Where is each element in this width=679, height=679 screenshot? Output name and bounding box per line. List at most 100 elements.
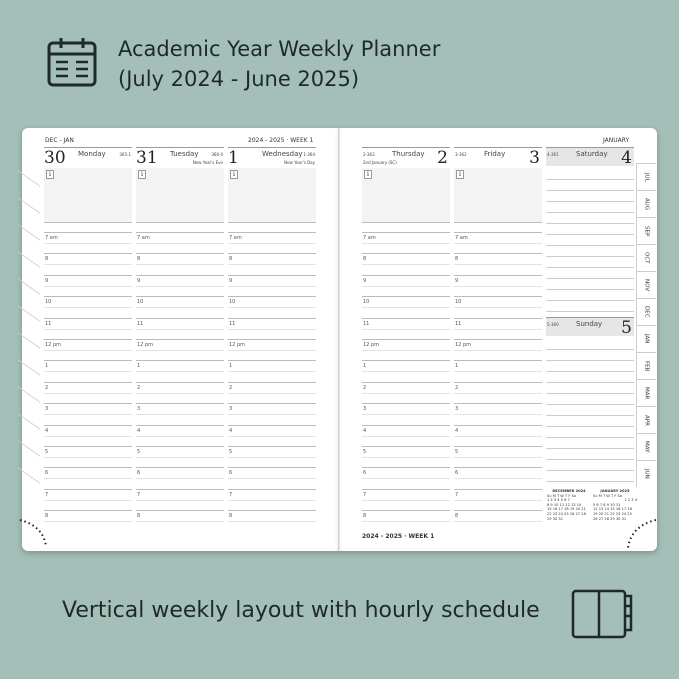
- info-box[interactable]: i: [136, 168, 224, 223]
- info-box[interactable]: i: [228, 168, 316, 223]
- tab-feb[interactable]: FEB: [636, 352, 656, 379]
- hour-row[interactable]: 9: [136, 274, 224, 296]
- hour-row[interactable]: 8: [136, 510, 224, 531]
- weekend-line[interactable]: [546, 349, 634, 350]
- hour-row[interactable]: 4: [454, 424, 542, 446]
- weekend-line[interactable]: [546, 448, 634, 449]
- weekend-line[interactable]: [546, 311, 634, 312]
- hour-row[interactable]: 9: [228, 274, 316, 296]
- weekend-line[interactable]: [546, 179, 634, 180]
- hour-row[interactable]: 11: [228, 317, 316, 339]
- info-box[interactable]: i: [362, 168, 450, 223]
- tab-jul[interactable]: JUL: [636, 163, 656, 190]
- hour-row[interactable]: 1: [228, 360, 316, 381]
- weekend-line[interactable]: [546, 437, 634, 438]
- weekend-line[interactable]: [546, 289, 634, 290]
- weekend-line[interactable]: [546, 393, 634, 394]
- weekend-line[interactable]: [546, 371, 634, 372]
- tab-may[interactable]: MAY: [636, 433, 656, 460]
- hour-row[interactable]: 3: [44, 403, 132, 424]
- tab-jun[interactable]: JUN: [636, 460, 656, 487]
- hour-row[interactable]: 10: [362, 296, 450, 317]
- hour-row[interactable]: 11: [454, 317, 542, 339]
- hour-row[interactable]: 9: [362, 274, 450, 296]
- tab-aug[interactable]: AUG: [636, 190, 656, 217]
- weekend-line[interactable]: [546, 459, 634, 460]
- weekend-line[interactable]: [546, 278, 634, 279]
- hour-row[interactable]: 5: [362, 446, 450, 467]
- hour-row[interactable]: 12 pm: [362, 339, 450, 360]
- hour-row[interactable]: 11: [362, 317, 450, 339]
- hour-row[interactable]: 8: [454, 510, 542, 531]
- weekend-line[interactable]: [546, 245, 634, 246]
- hour-row[interactable]: 7 am: [454, 232, 542, 253]
- hour-row[interactable]: 7 am: [136, 232, 224, 253]
- hour-row[interactable]: 1: [362, 360, 450, 381]
- hour-row[interactable]: 8: [44, 253, 132, 274]
- hour-row[interactable]: 6: [44, 467, 132, 488]
- hour-row[interactable]: 2: [44, 381, 132, 403]
- hour-row[interactable]: 5: [136, 446, 224, 467]
- hour-row[interactable]: 2: [228, 381, 316, 403]
- weekend-line[interactable]: [546, 404, 634, 405]
- hour-row[interactable]: 6: [228, 467, 316, 488]
- hour-row[interactable]: 2: [136, 381, 224, 403]
- hour-row[interactable]: 7: [228, 488, 316, 510]
- hour-row[interactable]: 6: [454, 467, 542, 488]
- hour-row[interactable]: 8: [362, 253, 450, 274]
- hour-row[interactable]: 12 pm: [228, 339, 316, 360]
- hour-row[interactable]: 11: [136, 317, 224, 339]
- tab-apr[interactable]: APR: [636, 406, 656, 433]
- info-box[interactable]: i: [454, 168, 542, 223]
- hour-row[interactable]: 1: [44, 360, 132, 381]
- hour-row[interactable]: 12 pm: [44, 339, 132, 360]
- hour-row[interactable]: 5: [454, 446, 542, 467]
- hour-row[interactable]: 3: [362, 403, 450, 424]
- hour-row[interactable]: 8: [228, 253, 316, 274]
- weekend-line[interactable]: [546, 426, 634, 427]
- hour-row[interactable]: 6: [362, 467, 450, 488]
- weekend-line[interactable]: [546, 415, 634, 416]
- tab-nov[interactable]: NOV: [636, 271, 656, 298]
- hour-row[interactable]: 8: [136, 253, 224, 274]
- tab-dec[interactable]: DEC: [636, 298, 656, 325]
- hour-row[interactable]: 7 am: [44, 232, 132, 253]
- weekend-line[interactable]: [546, 481, 634, 482]
- info-box[interactable]: i: [44, 168, 132, 223]
- hour-row[interactable]: 8: [44, 510, 132, 531]
- hour-row[interactable]: 3: [454, 403, 542, 424]
- hour-row[interactable]: 10: [454, 296, 542, 317]
- weekend-line[interactable]: [546, 223, 634, 224]
- hour-row[interactable]: 8: [454, 253, 542, 274]
- hour-row[interactable]: 4: [362, 424, 450, 446]
- weekend-line[interactable]: [546, 360, 634, 361]
- tab-oct[interactable]: OCT: [636, 244, 656, 271]
- weekend-line[interactable]: [546, 234, 634, 235]
- hour-row[interactable]: 8: [228, 510, 316, 531]
- tab-jan[interactable]: JAN: [636, 325, 656, 352]
- hour-row[interactable]: 7 am: [228, 232, 316, 253]
- hour-row[interactable]: 4: [136, 424, 224, 446]
- hour-row[interactable]: 1: [136, 360, 224, 381]
- hour-row[interactable]: 4: [44, 424, 132, 446]
- hour-row[interactable]: 7: [136, 488, 224, 510]
- hour-row[interactable]: 6: [136, 467, 224, 488]
- hour-row[interactable]: 3: [136, 403, 224, 424]
- weekend-line[interactable]: [546, 190, 634, 191]
- hour-row[interactable]: 3: [228, 403, 316, 424]
- hour-row[interactable]: 7 am: [362, 232, 450, 253]
- hour-row[interactable]: 2: [454, 381, 542, 403]
- hour-row[interactable]: 10: [44, 296, 132, 317]
- hour-row[interactable]: 9: [454, 274, 542, 296]
- weekend-line[interactable]: [546, 300, 634, 301]
- tab-mar[interactable]: MAR: [636, 379, 656, 406]
- hour-row[interactable]: 7: [44, 488, 132, 510]
- weekend-line[interactable]: [546, 201, 634, 202]
- hour-row[interactable]: 11: [44, 317, 132, 339]
- hour-row[interactable]: 8: [362, 510, 450, 531]
- hour-row[interactable]: 9: [44, 274, 132, 296]
- weekend-line[interactable]: [546, 470, 634, 471]
- hour-row[interactable]: 5: [44, 446, 132, 467]
- weekend-line[interactable]: [546, 212, 634, 213]
- hour-row[interactable]: 7: [454, 488, 542, 510]
